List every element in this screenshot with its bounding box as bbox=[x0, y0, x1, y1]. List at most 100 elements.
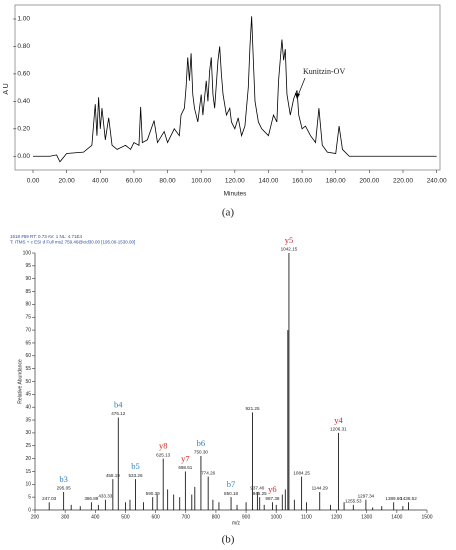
ion-label: y5 bbox=[285, 235, 294, 245]
y-tick-label: 25 bbox=[25, 443, 31, 449]
y-tick-label: 5 bbox=[28, 494, 31, 500]
y-tick-label: 0.20 bbox=[17, 126, 30, 133]
x-tick-label: 140.00 bbox=[259, 178, 279, 185]
ion-label: y6 bbox=[268, 484, 277, 494]
panel-caption: (a) bbox=[222, 207, 235, 219]
x-tick-label: 900 bbox=[242, 514, 251, 520]
y-tick-label: 75 bbox=[25, 315, 31, 321]
peak-label: 750.30 bbox=[194, 450, 208, 455]
x-tick-label: 200.00 bbox=[359, 178, 379, 185]
x-tick-label: 220.00 bbox=[393, 178, 413, 185]
peak-label: 921.25 bbox=[245, 406, 259, 411]
y-tick-label: 15 bbox=[25, 469, 31, 475]
peak-label: 533.26 bbox=[128, 473, 142, 478]
panel-a-frame bbox=[14, 4, 441, 171]
x-tick-label: 1300 bbox=[361, 514, 372, 520]
y-tick-label: 55 bbox=[25, 366, 31, 372]
x-tick-label: 1000 bbox=[271, 514, 282, 520]
x-tick-label: 600 bbox=[151, 514, 160, 520]
peak-label: 590.39 bbox=[146, 491, 160, 496]
x-tick-label: 800 bbox=[212, 514, 221, 520]
x-tick-label: 1500 bbox=[421, 514, 432, 520]
y-tick-label: 35 bbox=[25, 417, 31, 423]
peak-label: 1084.25 bbox=[293, 470, 310, 475]
peak-label: 433.33 bbox=[98, 493, 112, 498]
peak-label: 698.61 bbox=[178, 465, 192, 470]
ion-label: b3 bbox=[59, 474, 68, 484]
y-tick-label: 0 bbox=[28, 507, 31, 513]
y-tick-label: 85 bbox=[25, 289, 31, 295]
ion-label: b5 bbox=[131, 461, 140, 471]
y-axis-label: Relative Abundance bbox=[17, 359, 23, 404]
peak-label: 987.38 bbox=[265, 496, 279, 501]
x-tick-label: 1200 bbox=[331, 514, 342, 520]
peak-label: 1144.29 bbox=[312, 486, 329, 491]
y-tick-label: 0.40 bbox=[17, 98, 30, 105]
y-tick-label: 80 bbox=[25, 302, 31, 308]
annotation-arrowhead bbox=[295, 93, 300, 99]
header-line: T: ITMS + c ESI d Full ms2 759.46@cid30.… bbox=[10, 240, 135, 245]
peak-label: 386.89 bbox=[84, 496, 98, 501]
ion-label: b4 bbox=[114, 399, 123, 409]
x-tick-label: 100.00 bbox=[191, 178, 211, 185]
y-tick-label: 0.60 bbox=[17, 71, 30, 78]
chromatogram-line bbox=[33, 16, 437, 163]
peak-label: 945.25 bbox=[253, 491, 267, 496]
y-tick-label: 30 bbox=[25, 430, 31, 436]
x-tick-label: 500 bbox=[121, 514, 130, 520]
peak-label: 1297.34 bbox=[358, 493, 375, 498]
x-tick-label: 1400 bbox=[391, 514, 402, 520]
x-tick-label: 120.00 bbox=[225, 178, 245, 185]
ion-label: b7 bbox=[227, 479, 236, 489]
peak-label: 1255.53 bbox=[345, 499, 362, 504]
x-tick-label: 180.00 bbox=[326, 178, 346, 185]
peak-label: 1042.15 bbox=[281, 247, 298, 252]
peak-label: 1389.60 bbox=[385, 496, 402, 501]
x-tick-label: 400 bbox=[91, 514, 100, 520]
y-tick-label: 100 bbox=[23, 250, 32, 256]
x-tick-label: 20.00 bbox=[59, 178, 76, 185]
y-tick-label: 1.00 bbox=[17, 16, 30, 23]
ion-label: b6 bbox=[197, 438, 206, 448]
peak-label: 1206.31 bbox=[330, 427, 347, 432]
y-tick-label: 0.00 bbox=[17, 153, 30, 160]
y-tick-label: 20 bbox=[25, 456, 31, 462]
y-tick-label: 95 bbox=[25, 263, 31, 269]
y-tick-label: 10 bbox=[25, 482, 31, 488]
y-tick-label: 45 bbox=[25, 392, 31, 398]
ion-label: y7 bbox=[181, 453, 190, 463]
peak-label: 937.40 bbox=[250, 486, 264, 491]
x-tick-label: 1100 bbox=[301, 514, 312, 520]
y-tick-label: 0.80 bbox=[17, 43, 30, 50]
x-axis-label: m/z bbox=[232, 520, 241, 526]
y-axis-label: A U bbox=[3, 83, 10, 94]
peak-label: 295.05 bbox=[57, 486, 71, 491]
peak-label: 1438.52 bbox=[400, 496, 417, 501]
x-tick-label: 80.00 bbox=[159, 178, 176, 185]
annotation: Kunitzin-OV bbox=[303, 67, 345, 76]
peak-label: 774.26 bbox=[201, 470, 215, 475]
x-axis-label: Minutes bbox=[224, 191, 248, 198]
x-tick-label: 60.00 bbox=[126, 178, 143, 185]
ion-label: y8 bbox=[159, 441, 168, 451]
x-tick-label: 0.00 bbox=[27, 178, 40, 185]
peak-label: 625.13 bbox=[156, 452, 170, 457]
x-tick-label: 240.00 bbox=[427, 178, 447, 185]
x-tick-label: 700 bbox=[182, 514, 191, 520]
y-tick-label: 65 bbox=[25, 340, 31, 346]
x-tick-label: 300 bbox=[61, 514, 70, 520]
peak-label: 476.12 bbox=[111, 411, 125, 416]
y-tick-label: 50 bbox=[25, 379, 31, 385]
y-tick-label: 70 bbox=[25, 327, 31, 333]
y-tick-label: 40 bbox=[25, 405, 31, 411]
peak-label: 850.18 bbox=[224, 491, 238, 496]
x-tick-label: 160.00 bbox=[292, 178, 312, 185]
panel-caption: (b) bbox=[222, 534, 235, 546]
y-tick-label: 60 bbox=[25, 353, 31, 359]
peak-label: 247.03 bbox=[42, 496, 56, 501]
header-line: 1518 #59 RT: 0.73 AV: 1 NL: 4.71E4 bbox=[10, 234, 82, 239]
x-tick-label: 40.00 bbox=[92, 178, 109, 185]
x-tick-label: 200 bbox=[31, 514, 40, 520]
peak-label: 458.19 bbox=[106, 473, 120, 478]
